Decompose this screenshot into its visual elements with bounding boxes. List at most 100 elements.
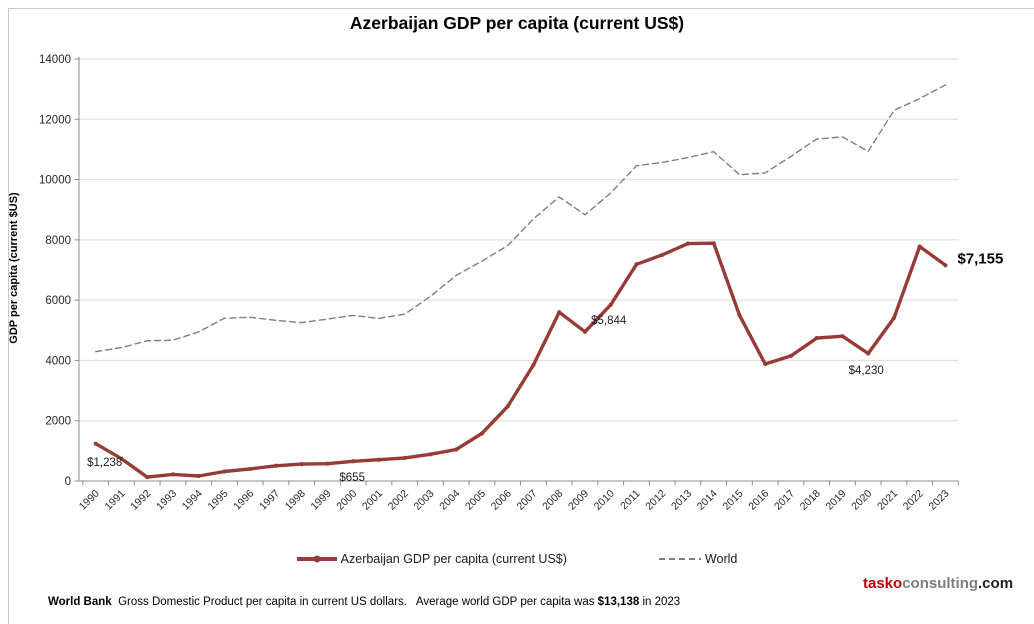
- y-tick-label: 8000: [45, 235, 71, 247]
- x-tick-label: 1997: [257, 488, 282, 513]
- x-tick-label: 2020: [849, 488, 874, 513]
- x-tick-label: 1998: [283, 488, 308, 513]
- chart-plot: 0 2000 4000 6000 8000 10000 12000 14000 1990 1991…: [39, 54, 959, 513]
- x-tick-label: 2011: [618, 488, 643, 513]
- data-point-marker: [866, 351, 871, 356]
- data-point-marker: [557, 310, 562, 315]
- data-point-marker: [248, 466, 253, 472]
- x-tick-label: 1992: [128, 488, 153, 513]
- x-tick-label: 2005: [463, 488, 488, 513]
- data-point-marker: [840, 334, 845, 339]
- source-name: World Bank: [48, 596, 112, 608]
- legend-item-world: World: [658, 552, 738, 566]
- data-point-marker: [943, 263, 948, 268]
- x-tick-label: 2017: [772, 488, 797, 513]
- azerbaijan-marker-dot-icon: [313, 555, 321, 563]
- x-tick-label: 2013: [669, 488, 694, 513]
- y-tick-label: 0: [65, 476, 71, 488]
- data-point-marker: [93, 441, 98, 446]
- source-description: Gross Domestic Product per capita in cur…: [111, 596, 598, 608]
- world-dashed-line-key-icon: [658, 558, 701, 560]
- world-average-value: $13,138: [597, 596, 640, 608]
- y-tick-label: 4000: [45, 355, 71, 367]
- x-tick-label: 2007: [515, 488, 540, 513]
- taskoconsulting-logo: taskoconsulting.com: [863, 575, 1013, 592]
- data-point-marker: [299, 462, 304, 467]
- x-tick-label: 2002: [386, 488, 411, 513]
- data-point-marker: [454, 447, 459, 452]
- annotation-2010-value: $5,844: [591, 314, 627, 327]
- x-tick-label: 2003: [412, 488, 437, 513]
- source-suffix: in 2023: [639, 596, 681, 608]
- chart-legend: Azerbaijan GDP per capita (current US$) …: [0, 552, 1034, 566]
- y-tick-label: 2000: [45, 416, 71, 428]
- y-tick-label: 14000: [39, 54, 71, 66]
- x-tick-label: 1990: [77, 488, 102, 513]
- y-tick-label: 12000: [39, 114, 71, 126]
- x-tick-label: 2015: [721, 488, 746, 513]
- data-point-marker: [428, 452, 433, 457]
- x-tick-label: 2008: [540, 488, 565, 513]
- data-point-marker: [737, 313, 742, 318]
- data-point-marker: [788, 353, 794, 359]
- x-tick-label: 1991: [103, 488, 128, 513]
- y-tick-label: 6000: [45, 295, 71, 307]
- x-tick-label: 2001: [360, 488, 385, 513]
- data-point-marker: [531, 362, 536, 368]
- logo-consulting-text: consulting: [902, 575, 979, 592]
- data-point-marker: [917, 244, 922, 249]
- data-point-marker: [119, 456, 124, 461]
- data-point-marker: [814, 336, 819, 341]
- world-series-line: [94, 84, 947, 353]
- x-tick-label: 1994: [180, 488, 205, 513]
- data-point-marker: [170, 472, 176, 477]
- x-tick-label: 2021: [875, 488, 900, 513]
- data-point-marker: [222, 469, 227, 474]
- x-tick-label: 2023: [927, 488, 952, 513]
- data-point-marker: [479, 431, 485, 436]
- annotation-2020-value: $4,230: [848, 365, 884, 378]
- x-tick-label: 1995: [206, 488, 231, 513]
- data-point-marker: [145, 474, 150, 480]
- annotation-2023-endpoint-value: $7,155: [957, 250, 1004, 268]
- source-note: World Bank Gross Domestic Product per ca…: [48, 596, 680, 608]
- data-point-marker: [891, 315, 897, 321]
- data-point-marker: [505, 404, 510, 409]
- x-tick-label: 1999: [309, 488, 334, 513]
- x-tick-label: 2009: [566, 488, 591, 513]
- data-point-marker: [351, 459, 356, 464]
- legend-item-azerbaijan: Azerbaijan GDP per capita (current US$): [296, 552, 567, 566]
- logo-com-text: .com: [978, 575, 1014, 592]
- legend-label-world: World: [704, 552, 738, 566]
- azerbaijan-series-line: [93, 241, 948, 479]
- data-point-marker: [685, 241, 691, 246]
- y-tick-label: 10000: [39, 175, 71, 187]
- x-tick-label: 2006: [489, 488, 514, 513]
- data-point-marker: [325, 461, 330, 466]
- data-point-marker: [273, 463, 279, 468]
- annotation-2000-value: $655: [339, 472, 365, 485]
- data-point-marker: [634, 262, 639, 267]
- chart-title: Azerbaijan GDP per capita (current US$): [349, 13, 685, 33]
- legend-label-azerbaijan: Azerbaijan GDP per capita (current US$): [340, 552, 567, 566]
- x-tick-label: 2019: [824, 488, 849, 513]
- data-point-marker: [660, 252, 665, 258]
- data-point-marker: [763, 361, 768, 367]
- x-tick-label: 2014: [695, 488, 720, 513]
- x-tick-label: 2000: [334, 488, 359, 513]
- data-point-marker: [582, 329, 588, 334]
- data-point-marker: [402, 455, 407, 461]
- x-tick-label: 1993: [154, 488, 179, 513]
- data-point-marker: [608, 302, 613, 307]
- data-point-marker: [196, 473, 201, 479]
- x-tick-label: 2004: [437, 488, 462, 513]
- annotation-1990-value: $1,238: [87, 456, 123, 469]
- data-point-marker: [711, 241, 716, 246]
- x-tick-label: 1996: [231, 488, 256, 513]
- x-tick-label: 2016: [746, 488, 771, 513]
- x-tick-label: 2012: [643, 488, 668, 513]
- data-point-marker: [376, 457, 382, 462]
- x-tick-label: 2022: [901, 488, 926, 513]
- logo-tasko-text: tasko: [863, 575, 903, 592]
